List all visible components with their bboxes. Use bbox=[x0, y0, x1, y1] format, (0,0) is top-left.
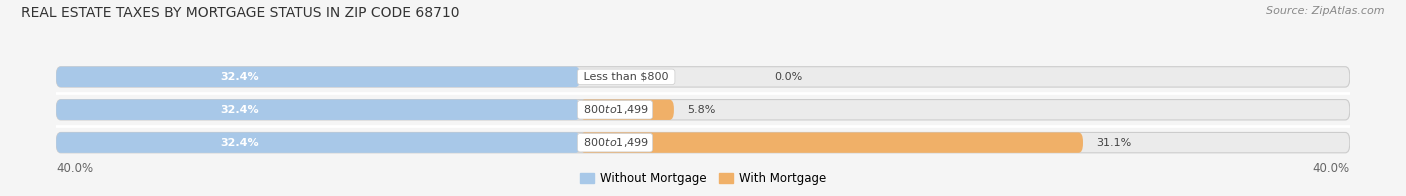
Text: 40.0%: 40.0% bbox=[1313, 162, 1350, 175]
Text: $800 to $1,499: $800 to $1,499 bbox=[581, 136, 650, 149]
Legend: Without Mortgage, With Mortgage: Without Mortgage, With Mortgage bbox=[575, 168, 831, 190]
Text: 31.1%: 31.1% bbox=[1095, 138, 1132, 148]
Text: Source: ZipAtlas.com: Source: ZipAtlas.com bbox=[1267, 6, 1385, 16]
FancyBboxPatch shape bbox=[56, 132, 1350, 153]
Text: 32.4%: 32.4% bbox=[221, 138, 259, 148]
FancyBboxPatch shape bbox=[56, 67, 1350, 87]
Text: 32.4%: 32.4% bbox=[221, 105, 259, 115]
Text: $800 to $1,499: $800 to $1,499 bbox=[581, 103, 650, 116]
Text: 0.0%: 0.0% bbox=[775, 72, 803, 82]
FancyBboxPatch shape bbox=[56, 67, 581, 87]
Text: 5.8%: 5.8% bbox=[688, 105, 716, 115]
Text: 32.4%: 32.4% bbox=[221, 72, 259, 82]
FancyBboxPatch shape bbox=[581, 100, 673, 120]
Text: REAL ESTATE TAXES BY MORTGAGE STATUS IN ZIP CODE 68710: REAL ESTATE TAXES BY MORTGAGE STATUS IN … bbox=[21, 6, 460, 20]
FancyBboxPatch shape bbox=[56, 100, 1350, 120]
Text: Less than $800: Less than $800 bbox=[581, 72, 672, 82]
Text: 40.0%: 40.0% bbox=[56, 162, 93, 175]
FancyBboxPatch shape bbox=[56, 100, 581, 120]
FancyBboxPatch shape bbox=[581, 132, 1083, 153]
FancyBboxPatch shape bbox=[56, 132, 581, 153]
